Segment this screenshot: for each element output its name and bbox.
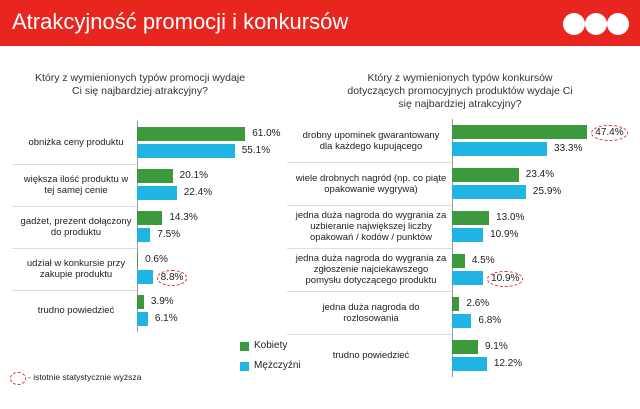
bar xyxy=(137,228,151,242)
category-label: większa ilość produktu w tej samej cenie xyxy=(23,173,129,196)
value-label: 20.1% xyxy=(179,170,209,181)
bar xyxy=(452,340,478,354)
bar xyxy=(137,211,163,225)
bar xyxy=(137,270,153,284)
value-label: 3.9% xyxy=(150,296,174,307)
separator xyxy=(12,205,137,207)
value-label: 0.6% xyxy=(145,254,168,265)
separator xyxy=(287,334,452,335)
category-label: jedna duża nagroda do rozlosowania xyxy=(322,301,420,324)
bar xyxy=(137,144,235,158)
bar xyxy=(452,185,526,199)
category-label: obniżka ceny produktu xyxy=(28,137,124,148)
value-label: 10.9% xyxy=(487,271,524,287)
note-marker xyxy=(10,372,26,385)
legend-swatch xyxy=(240,342,249,351)
bar xyxy=(452,125,588,139)
bar xyxy=(452,271,484,285)
value-label: 4.5% xyxy=(471,255,495,266)
axis-line xyxy=(136,121,138,332)
value-label: 47.4% xyxy=(591,125,628,141)
separator xyxy=(287,248,452,249)
legend-label: Mężczyźni xyxy=(254,360,301,371)
category-label: jedna duża nagroda do wygrania za uzbier… xyxy=(295,210,447,243)
bar xyxy=(452,228,484,242)
separator xyxy=(287,205,452,206)
separator xyxy=(12,289,137,291)
legend-label: Kobiety xyxy=(254,340,288,351)
chart-title: Który z wymienionych typów konkursów dot… xyxy=(347,72,573,110)
bar xyxy=(452,357,487,371)
bar xyxy=(452,254,465,268)
value-label: 25.9% xyxy=(532,186,562,197)
value-label: 12.2% xyxy=(493,358,523,369)
bar xyxy=(452,168,519,182)
value-label: 6.8% xyxy=(478,315,502,326)
value-label: 22.4% xyxy=(183,187,213,198)
category-label: drobny upominek gwarantowany dla każdego… xyxy=(302,129,440,152)
note: - istotnie statystycznie wyższa xyxy=(28,372,142,382)
category-label: udział w konkursie przy zakupie produktu xyxy=(26,257,126,280)
value-label: 10.9% xyxy=(490,229,519,240)
header-band xyxy=(0,0,640,46)
bar xyxy=(137,253,139,267)
value-label: 55.1% xyxy=(241,145,271,156)
bar xyxy=(137,127,246,141)
legend-swatch xyxy=(240,362,249,371)
logo xyxy=(563,13,629,35)
value-label: 23.4% xyxy=(525,169,555,180)
bar xyxy=(137,295,144,309)
bar xyxy=(137,312,148,326)
bar xyxy=(452,211,490,225)
category-label: wiele drobnych nagród (np. co piąte opak… xyxy=(295,172,447,195)
value-label: 7.5% xyxy=(157,229,181,240)
bar xyxy=(452,314,472,328)
chart-title: Który z wymienionych typów promocji wyda… xyxy=(34,72,246,97)
category-label: trudno powiedzieć xyxy=(37,305,115,316)
axis-line xyxy=(451,119,453,377)
separator xyxy=(287,291,452,292)
category-label: gadżet, prezent dołączony do produktu xyxy=(20,215,132,238)
value-label: 13.0% xyxy=(496,212,525,223)
separator xyxy=(287,162,452,163)
separator xyxy=(12,247,137,249)
value-label: 14.3% xyxy=(169,212,198,223)
bar xyxy=(137,169,173,183)
category-label: trudno powiedzieć xyxy=(332,350,410,361)
value-label: 6.1% xyxy=(154,313,178,324)
category-label: jedna duża nagroda do wygrania za zgłosz… xyxy=(295,253,447,286)
bar xyxy=(452,297,460,311)
value-label: 61.0% xyxy=(252,128,281,139)
value-label: 8.8% xyxy=(156,270,188,286)
separator xyxy=(12,163,137,165)
value-label: 33.3% xyxy=(554,143,583,154)
slide-title: Atrakcyjność promocji i konkursów xyxy=(12,9,349,34)
bar xyxy=(137,186,177,200)
value-label: 9.1% xyxy=(484,341,508,352)
value-label: 2.6% xyxy=(466,298,490,309)
bar xyxy=(452,142,548,156)
